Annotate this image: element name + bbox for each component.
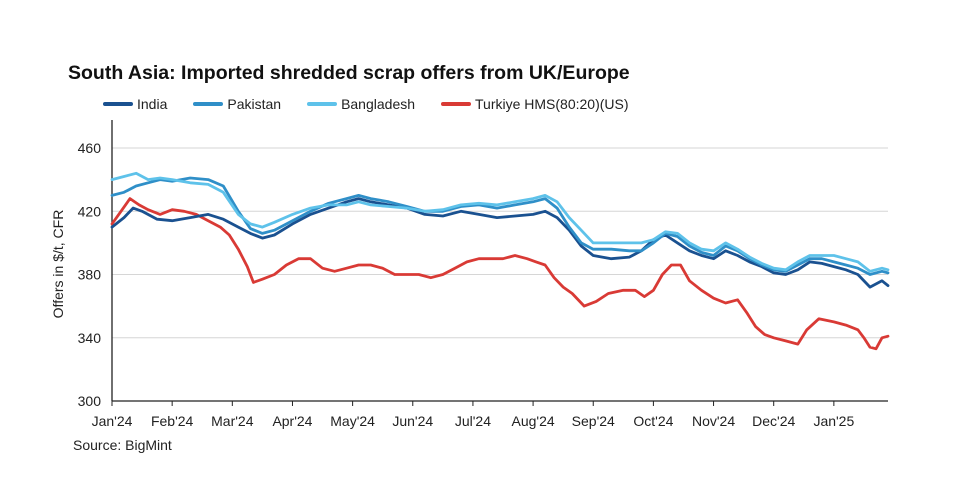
- y-tick-label-340: 340: [78, 330, 102, 346]
- legend-item-bangladesh: Bangladesh: [307, 96, 415, 112]
- chart-source: Source: BigMint: [73, 437, 172, 453]
- chart-title: South Asia: Imported shredded scrap offe…: [68, 62, 630, 84]
- y-axis-label: Offers in $/t, CFR: [50, 210, 66, 319]
- x-tick-label: May'24: [330, 413, 375, 429]
- series-line-turkiye: [110, 197, 890, 351]
- legend-item-turkiye: Turkiye HMS(80:20)(US): [441, 96, 629, 112]
- series-line-bangladesh: [110, 171, 890, 273]
- y-tick-label-460: 460: [78, 140, 102, 156]
- x-tick-label: Jul'24: [455, 413, 491, 429]
- x-tick-label: Aug'24: [512, 413, 555, 429]
- y-tick-label-420: 420: [78, 203, 102, 219]
- x-tick-label: Mar'24: [211, 413, 254, 429]
- series-line-india: [110, 197, 890, 289]
- legend-item-india: India: [103, 96, 167, 112]
- x-tick-label: Oct'24: [633, 413, 673, 429]
- legend-swatch-india: [103, 102, 133, 106]
- x-tick-label: Jun'24: [392, 413, 433, 429]
- x-tick-label: Sep'24: [572, 413, 615, 429]
- legend-swatch-bangladesh: [307, 102, 338, 106]
- legend-label-bangladesh: Bangladesh: [341, 96, 416, 112]
- y-tick-label-300: 300: [78, 393, 102, 409]
- x-tick-label: Jan'25: [813, 413, 854, 429]
- x-tick-label: Apr'24: [272, 413, 312, 429]
- x-tick-label: Jan'24: [92, 413, 133, 429]
- legend-swatch-turkiye: [441, 102, 472, 106]
- legend-label-pakistan: Pakistan: [227, 96, 282, 112]
- x-tick-label: Nov'24: [692, 413, 735, 429]
- legend: India Pakistan Bangladesh Turkiye HMS(80…: [103, 96, 655, 112]
- legend-item-pakistan: Pakistan: [193, 96, 281, 112]
- x-tick-label: Dec'24: [752, 413, 795, 429]
- legend-swatch-pakistan: [193, 102, 224, 106]
- grid-lines: 300 340 380 420 460: [78, 140, 888, 409]
- legend-label-india: India: [137, 96, 168, 112]
- legend-label-turkiye: Turkiye HMS(80:20)(US): [475, 96, 629, 112]
- x-tick-label: Feb'24: [151, 413, 194, 429]
- y-tick-label-380: 380: [78, 267, 102, 283]
- axes: Offers in $/t, CFR Jan'24 Feb'24 Mar'24 Apr…: [50, 120, 888, 429]
- series-lines: [110, 171, 890, 351]
